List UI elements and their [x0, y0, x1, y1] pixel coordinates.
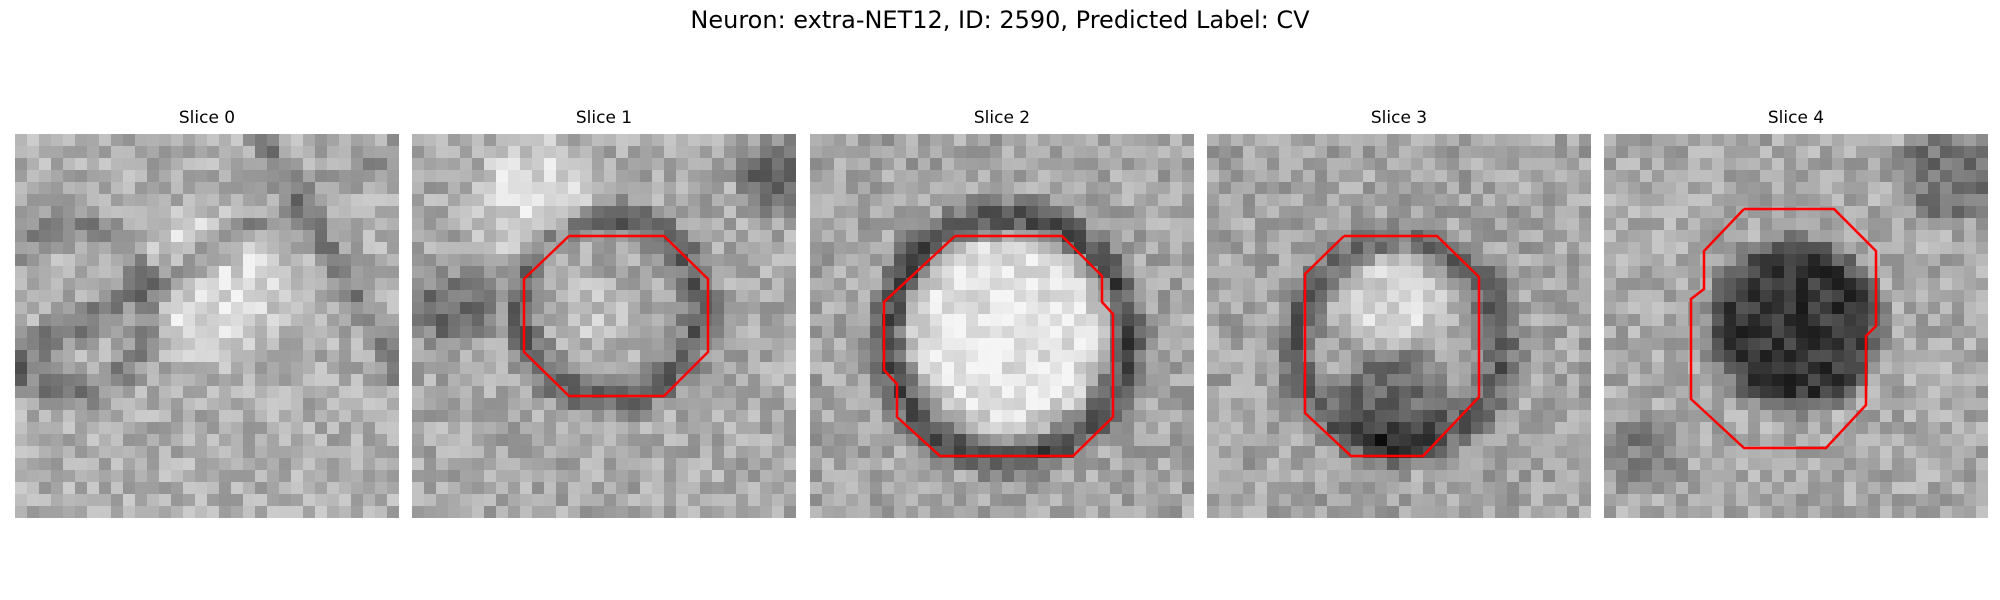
contour-overlay [1303, 234, 1481, 458]
slice-image [15, 134, 399, 518]
slice-image [810, 134, 1194, 518]
slice-image [412, 134, 796, 518]
slice-image [1604, 134, 1988, 518]
contour-overlay [522, 234, 710, 398]
contour-outline [1303, 234, 1481, 458]
slice-title: Slice 2 [973, 108, 1031, 128]
figure-title: Neuron: extra-NET12, ID: 2590, Predicted… [690, 6, 1310, 34]
contour-outline [522, 234, 710, 398]
contour-outline [882, 234, 1115, 458]
slice-title: Slice 0 [178, 108, 236, 128]
slice-title: Slice 4 [1767, 108, 1825, 128]
contour-overlay [1689, 207, 1878, 450]
slice-title: Slice 3 [1370, 108, 1428, 128]
contour-outline [1689, 207, 1878, 450]
contour-overlay [882, 234, 1115, 458]
slice-image [1207, 134, 1591, 518]
slice-title: Slice 1 [575, 108, 633, 128]
